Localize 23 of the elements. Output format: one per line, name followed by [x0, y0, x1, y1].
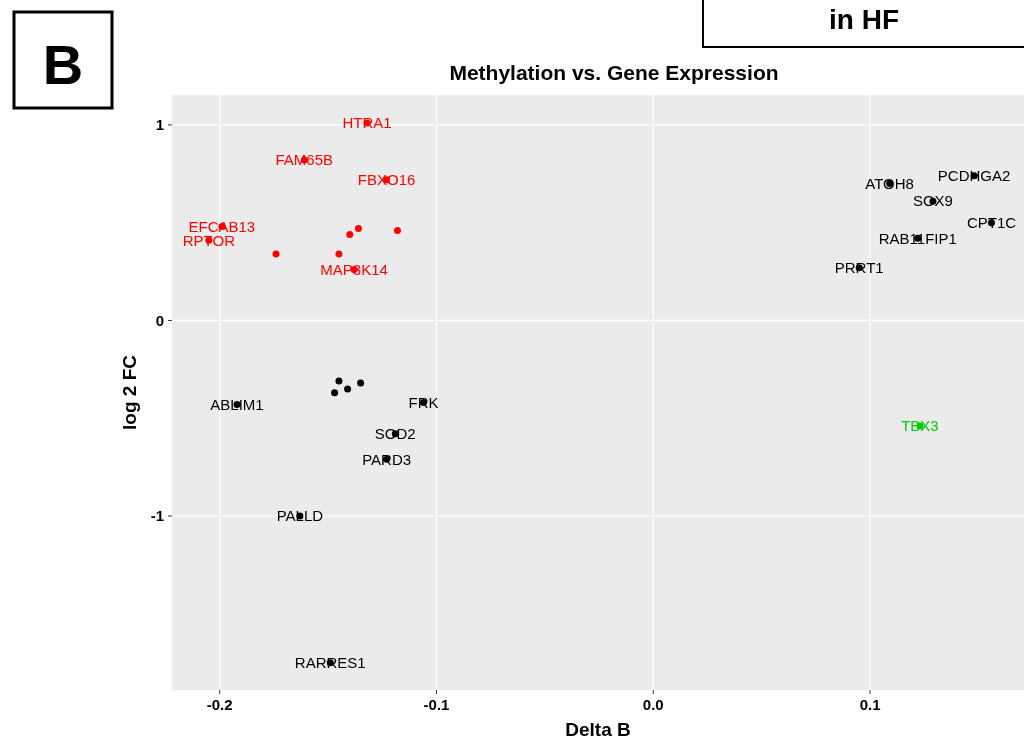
point — [335, 377, 343, 385]
point — [331, 389, 339, 397]
y-tick-label: -1 — [150, 507, 164, 525]
x-axis-title: Delta B — [565, 719, 631, 740]
point — [346, 230, 354, 238]
y-axis-title: log 2 FC — [119, 354, 140, 430]
point — [335, 250, 343, 258]
point — [344, 385, 352, 393]
annotation: FBXO16 — [357, 170, 416, 188]
point — [272, 250, 280, 258]
chart-title: Methylation vs. Gene Expression — [449, 61, 779, 84]
annotation: ABLIM1 — [210, 395, 264, 413]
x-tick-label: -0.2 — [206, 696, 233, 713]
text: B — [42, 33, 84, 96]
x-tick-label: 0.0 — [642, 696, 664, 713]
x-tick-label: 0.1 — [859, 696, 881, 713]
text: in HF — [829, 4, 899, 35]
point — [354, 225, 362, 233]
y-tick-label: 1 — [155, 116, 164, 134]
y-tick-label: 0 — [155, 311, 164, 329]
x-tick-label: -0.1 — [423, 696, 450, 713]
point — [393, 227, 401, 234]
point — [357, 379, 365, 387]
